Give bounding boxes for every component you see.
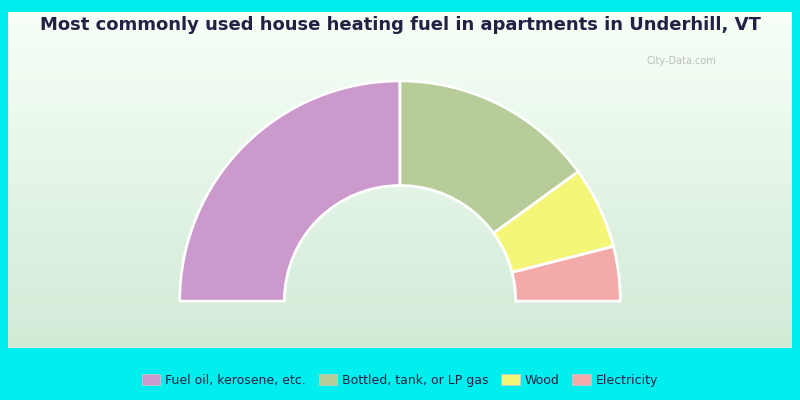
Legend: Fuel oil, kerosene, etc., Bottled, tank, or LP gas, Wood, Electricity: Fuel oil, kerosene, etc., Bottled, tank,…: [137, 369, 663, 392]
Text: Most commonly used house heating fuel in apartments in Underhill, VT: Most commonly used house heating fuel in…: [39, 16, 761, 34]
Wedge shape: [400, 81, 578, 233]
Wedge shape: [512, 246, 620, 301]
Text: City-Data.com: City-Data.com: [646, 56, 716, 66]
Wedge shape: [180, 81, 400, 301]
Wedge shape: [494, 172, 614, 272]
